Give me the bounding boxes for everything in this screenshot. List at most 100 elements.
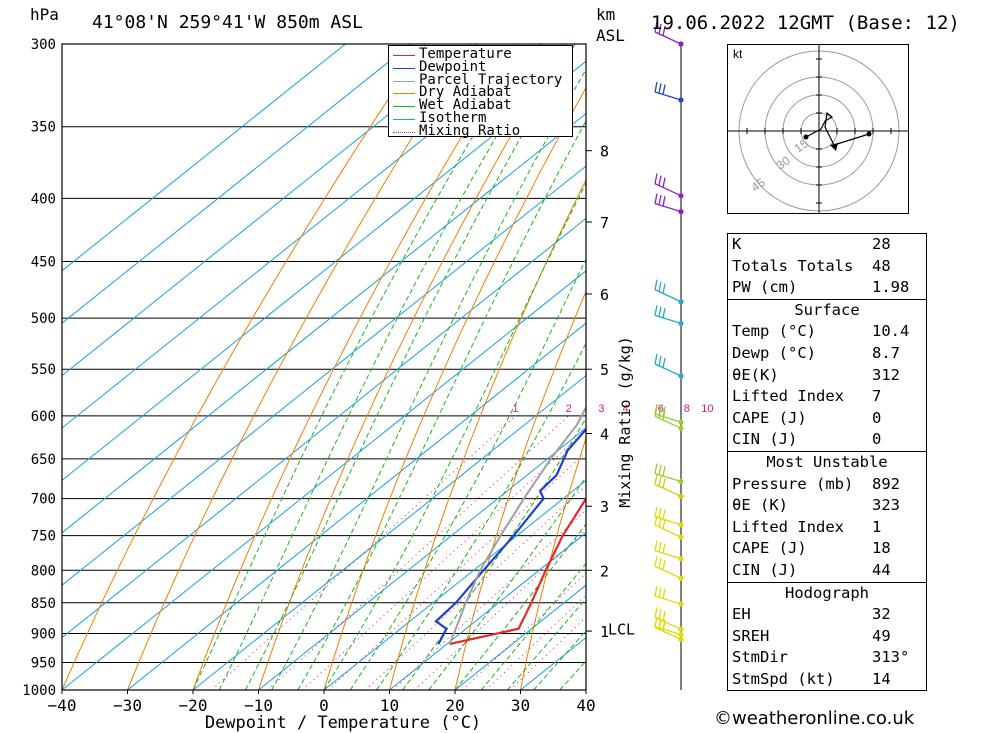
- km-tick-label: 5: [600, 361, 609, 379]
- isotherm-line: [62, 270, 586, 690]
- dry-adiabat-line: [127, 44, 472, 690]
- wind-barb: [654, 305, 684, 327]
- wet-adiabat-line: [218, 44, 552, 690]
- surface-row: CAPE (J) 0: [728, 408, 926, 430]
- km-tick-label: 2: [600, 562, 609, 580]
- legend-swatch: [393, 80, 415, 82]
- hodograph-stat-key: StmSpd (kt): [732, 669, 835, 688]
- pressure-tick-label: 850: [31, 596, 56, 612]
- indices-table: K 28 Totals Totals 48 PW (cm) 1.98 Surface Te…: [727, 233, 927, 692]
- wind-barb: [654, 514, 684, 540]
- location-title: 41°08'N 259°41'W 850m ASL: [92, 12, 363, 33]
- hodograph-point: [803, 134, 809, 140]
- most-unstable-key: CIN (J): [732, 560, 798, 579]
- pressure-tick-label: 950: [31, 655, 56, 671]
- wet-adiabat-line: [402, 417, 586, 690]
- pressure-tick-label: 900: [31, 626, 56, 642]
- pressure-tick-label: 500: [31, 311, 56, 327]
- hodograph-ring-label: 15: [792, 136, 811, 155]
- surface-key: Temp (°C): [732, 322, 816, 341]
- pressure-tick-label: 650: [31, 452, 56, 468]
- mixing-ratio-label: 2: [566, 403, 572, 415]
- surface-title: Surface: [794, 300, 860, 319]
- pressure-tick-label: 800: [31, 563, 56, 579]
- surface-row: Lifted Index 7: [728, 386, 926, 408]
- pressure-tick-label: 300: [31, 37, 56, 53]
- wind-barb: [654, 279, 684, 305]
- index-value: 1.98: [872, 278, 910, 297]
- wind-barb: [654, 353, 684, 379]
- index-key: K: [732, 235, 742, 253]
- hodograph-point: [866, 131, 872, 137]
- wind-barb: [654, 474, 684, 499]
- surface-value: 312: [872, 365, 900, 384]
- hodograph-stat-value: 32: [872, 605, 891, 624]
- wet-adiabat-line: [375, 342, 586, 690]
- wind-barb: [654, 607, 684, 632]
- surface-row: Temp (°C) 10.4: [728, 321, 926, 343]
- wet-adiabat-line: [271, 68, 586, 690]
- legend-label: Wet Adiabat: [419, 97, 512, 114]
- isotherm-line: [62, 44, 412, 324]
- legend-swatch: [393, 131, 415, 133]
- hodograph-stat-value: 49: [872, 626, 891, 645]
- pressure-tick-label: 600: [31, 409, 56, 425]
- dry-adiabat-line: [520, 436, 586, 690]
- isotherm-line: [127, 322, 586, 690]
- mixing-ratio-label: 1: [513, 403, 519, 415]
- x-tick-label: −20: [179, 696, 208, 715]
- wind-barb: [654, 173, 684, 199]
- surface-value: 0: [872, 430, 882, 449]
- index-value: 48: [872, 256, 891, 275]
- dry-adiabat-line: [323, 86, 586, 690]
- index-row: K 28: [728, 234, 926, 256]
- hodograph-stat-row: SREH 49: [728, 626, 926, 648]
- x-tick-label: 40: [576, 696, 595, 715]
- wind-barb: [654, 406, 684, 431]
- series-parcel-trajectory: [448, 404, 586, 645]
- datetime-title: 19.06.2022 12GMT (Base: 12): [651, 12, 960, 34]
- legend-swatch: [393, 67, 415, 69]
- mixing-ratio-label: 4: [623, 403, 629, 415]
- wind-barb: [654, 193, 684, 215]
- index-value: 28: [872, 235, 891, 253]
- surface-key: Lifted Index: [732, 387, 844, 406]
- dry-adiabat-line: [389, 178, 586, 690]
- hodograph-ring-label: 30: [774, 153, 793, 172]
- storm-motion-marker: [830, 143, 838, 151]
- mixing-ratio-line: [414, 528, 586, 690]
- pressure-tick-label: 550: [31, 362, 56, 378]
- hodograph-stat-key: StmDir: [732, 648, 788, 667]
- credit-link[interactable]: ©weatheronline.co.uk: [714, 708, 915, 729]
- surface-value: 10.4: [872, 322, 910, 341]
- isotherm-line: [62, 60, 586, 482]
- most-unstable-value: 44: [872, 560, 891, 579]
- wet-adiabat-line: [192, 44, 530, 690]
- most-unstable-value: 18: [872, 539, 891, 558]
- isotherm-line: [389, 532, 586, 690]
- surface-value: 0: [872, 408, 882, 427]
- legend-label: Isotherm: [419, 110, 487, 126]
- surface-key: θE(K): [732, 365, 779, 384]
- mixing-ratio-line: [302, 429, 586, 690]
- index-key: Totals Totals: [732, 256, 854, 275]
- wet-adiabat-line: [349, 257, 586, 690]
- wet-adiabat-line: [244, 44, 576, 690]
- wind-barb: [654, 540, 684, 562]
- mixing-ratio-line: [392, 509, 586, 690]
- x-tick-label: 0: [319, 696, 329, 715]
- hodograph-stat-value: 14: [872, 669, 891, 688]
- km-tick-label: 1: [600, 623, 609, 641]
- surface-key: CAPE (J): [732, 408, 807, 427]
- wind-barb: [654, 463, 684, 485]
- surface-key: CIN (J): [732, 430, 798, 449]
- index-row: PW (cm) 1.98: [728, 277, 926, 299]
- km-tick-label: 8: [600, 143, 609, 161]
- wind-barb: [654, 21, 684, 47]
- dry-adiabat-line: [62, 44, 426, 690]
- pressure-tick-label: 1000: [22, 683, 56, 699]
- hodograph-trace: [805, 111, 870, 146]
- legend-label: Dewpoint: [419, 58, 487, 75]
- series-temperature: [449, 496, 586, 646]
